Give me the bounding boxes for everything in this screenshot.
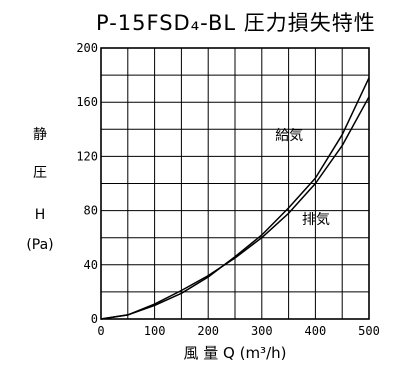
- series-lines: [100, 77, 370, 320]
- x-axis-label: 風 量 Q (m³/h): [183, 344, 286, 362]
- y-tick-label: 200: [76, 41, 98, 55]
- x-tick-label: 100: [144, 324, 166, 338]
- y-axis-label-line: H: [35, 207, 46, 223]
- y-tick-label: 0: [91, 312, 98, 326]
- series-line: [100, 96, 370, 320]
- y-tick-label: 40: [84, 258, 98, 272]
- y-tick-labels: 0 40 80 120 160 200: [76, 41, 98, 326]
- grid-lines: [101, 48, 369, 319]
- x-tick-labels: 0 100 200 300 400 500: [97, 324, 379, 338]
- x-tick-label: 400: [305, 324, 327, 338]
- chart-title: P-15FSD₄-BL 圧力損失特性: [96, 11, 376, 35]
- y-axis-label-line: (Pa): [26, 237, 53, 253]
- x-tick-label: 200: [197, 324, 219, 338]
- x-tick-label: 0: [97, 324, 104, 338]
- y-tick-label: 160: [76, 95, 98, 109]
- series-label: 給気: [275, 128, 303, 144]
- y-axis-label-line: 圧: [33, 165, 47, 181]
- y-axis-label: 静圧 H (Pa): [26, 127, 53, 253]
- x-tick-label: 300: [251, 324, 273, 338]
- y-tick-label: 120: [76, 149, 98, 163]
- y-tick-label: 80: [84, 204, 98, 218]
- x-tick-label: 500: [358, 324, 380, 338]
- series-label: 排気: [302, 212, 330, 228]
- series-line: [100, 77, 370, 320]
- y-axis-label-line: 静: [33, 127, 47, 143]
